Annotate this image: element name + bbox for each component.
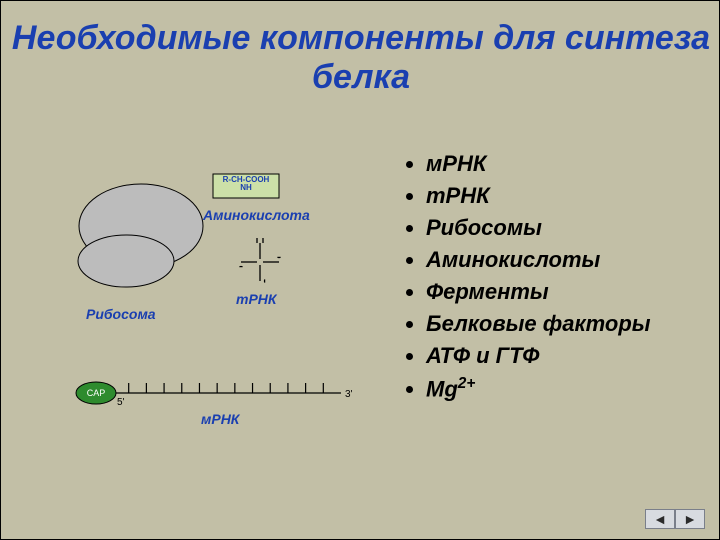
trna-label: тРНК [236, 291, 277, 307]
arrow-left-icon: ◄ [653, 511, 667, 527]
mrna-label: мРНК [201, 411, 239, 427]
trna-icon [239, 238, 280, 283]
bullet-list: мРНК тРНК Рибосомы Аминокислоты Ферменты… [426, 151, 651, 408]
mg-text: Mg [426, 376, 458, 401]
next-button[interactable]: ► [675, 509, 705, 529]
bullet-item: Ферменты [426, 279, 651, 305]
ribosome-small-icon [78, 235, 174, 287]
arrow-right-icon: ► [683, 511, 697, 527]
bullet-item: Mg2+ [426, 375, 651, 402]
mrna-3prime: 3' [345, 389, 353, 400]
bullet-item: Белковые факторы [426, 311, 651, 337]
mrna-5prime: 5' [117, 397, 125, 408]
slide: Необходимые компоненты для синтеза белка… [0, 0, 720, 540]
mrna-axis-icon [111, 383, 341, 393]
amino-acid-formula: R-CH-COOH NH [213, 176, 279, 192]
cap-text: CAP [87, 388, 106, 398]
slide-title: Необходимые компоненты для синтеза белка [1, 19, 720, 97]
bullet-item: Аминокислоты [426, 247, 651, 273]
bullet-item: тРНК [426, 183, 651, 209]
bullet-item: Рибосомы [426, 215, 651, 241]
ribosome-label: Рибосома [86, 306, 156, 322]
aa-line2: NH [213, 184, 279, 192]
mg-sup: 2+ [458, 375, 476, 392]
diagram-area: CAP 5' 3' R-CH-COOH NH Рибосома Аминокис… [61, 171, 381, 491]
bullet-item: мРНК [426, 151, 651, 177]
nav-controls: ◄ ► [645, 509, 705, 529]
amino-acid-label: Аминокислота [203, 207, 310, 223]
prev-button[interactable]: ◄ [645, 509, 675, 529]
bullet-item: АТФ и ГТФ [426, 343, 651, 369]
